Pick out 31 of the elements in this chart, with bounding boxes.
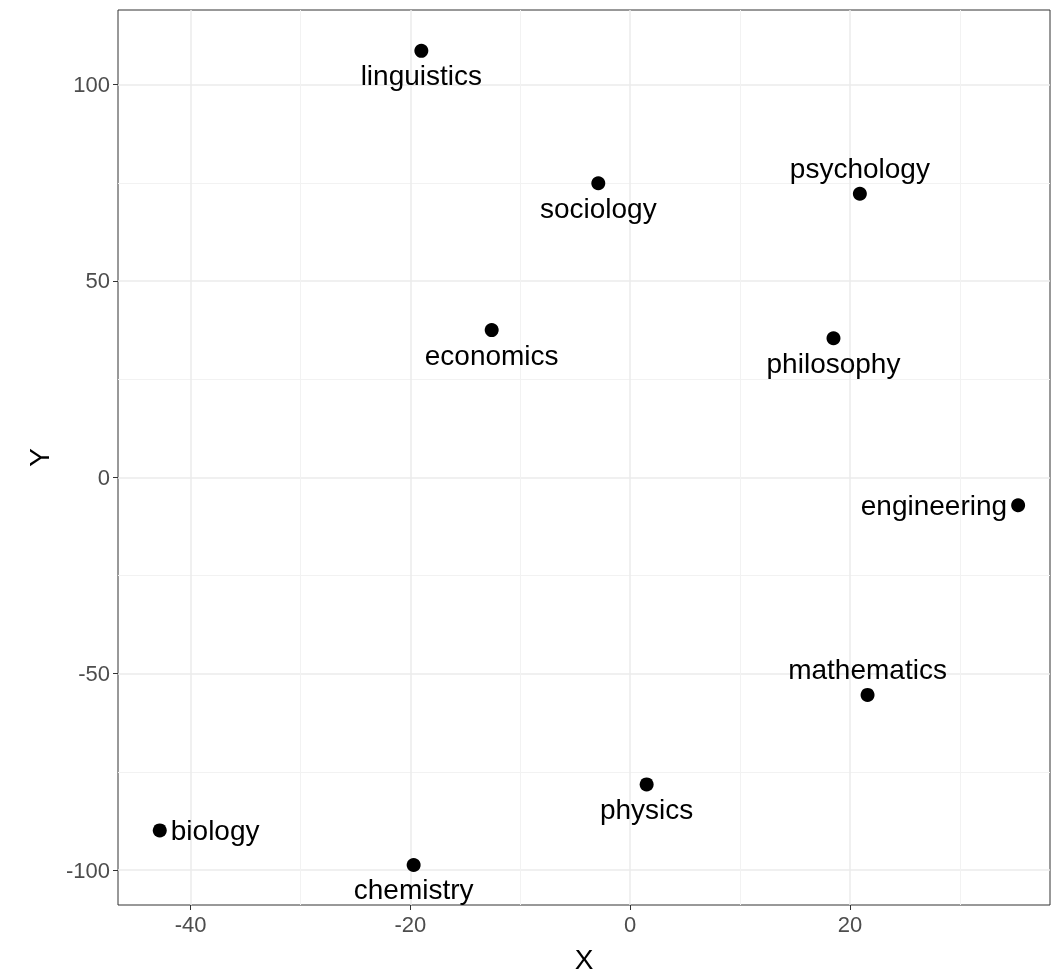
y-tick-label: 100 <box>73 72 110 98</box>
y-tick-label: 0 <box>97 464 110 490</box>
x-tick-label: -40 <box>174 911 207 937</box>
series-label: mathematics <box>788 654 947 686</box>
y-tick-label: -100 <box>65 857 110 883</box>
series-label: biology <box>170 814 260 846</box>
x-tick-label: -20 <box>394 911 427 937</box>
point <box>152 823 167 838</box>
series-label: philosophy <box>766 347 901 379</box>
point <box>406 857 421 872</box>
y-tick-label: 50 <box>85 268 110 294</box>
point <box>639 777 654 792</box>
point <box>591 176 606 191</box>
series-label: psychology <box>789 153 930 185</box>
x-axis-title: X <box>574 943 594 975</box>
series-label: chemistry <box>353 874 474 906</box>
point <box>860 687 875 702</box>
point <box>1011 498 1026 513</box>
series-label: economics <box>424 339 559 371</box>
point <box>852 186 867 201</box>
point <box>484 323 499 338</box>
series-label: sociology <box>539 192 657 224</box>
series-label: linguistics <box>360 60 483 92</box>
y-axis-title: Y <box>23 447 55 467</box>
x-tick-label: 0 <box>624 911 637 937</box>
series-label: engineering <box>860 489 1008 521</box>
series-label: physics <box>599 793 694 825</box>
point <box>826 331 841 346</box>
x-tick-label: 20 <box>837 911 863 937</box>
point <box>414 43 429 58</box>
y-tick-label: -50 <box>78 661 110 687</box>
